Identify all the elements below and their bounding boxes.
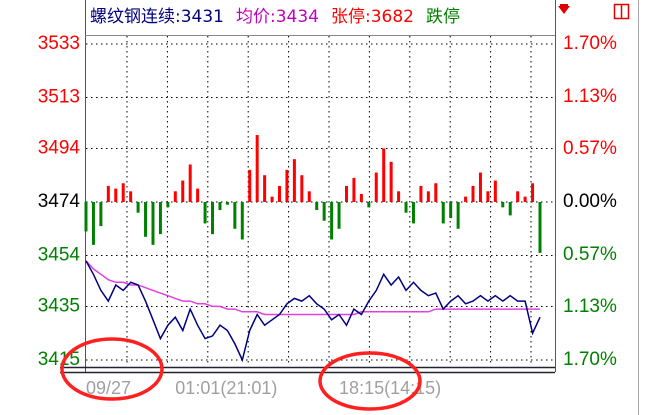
bar [196,188,200,202]
bar [493,180,497,202]
bar [240,202,244,240]
y-tick-label: 3494 [38,137,81,158]
bar [315,202,319,211]
bar [471,185,475,202]
bar [121,183,125,202]
bar [203,202,207,224]
bar [449,202,453,219]
bar [218,202,222,211]
bar [382,148,386,202]
bar [330,202,334,240]
y-tick-label: 3533 [38,33,80,54]
bar [486,191,490,202]
bar [173,191,177,202]
bar [248,169,252,202]
bar [136,202,140,213]
y2-tick-label: 1.13% [563,296,617,317]
bar [181,180,185,202]
bar [114,188,118,202]
line [85,260,541,363]
bar [411,202,415,224]
bar [359,193,363,202]
y2-tick-label: 0.57% [563,244,617,265]
bar [263,175,267,202]
x-tick-label: 09/27 [86,378,131,398]
x-tick-label: 01:01(21:01) [175,378,277,398]
bar [255,135,259,202]
bar [516,191,520,202]
bar [188,164,192,202]
bar [441,202,445,224]
bar [337,202,341,229]
bar [374,172,378,202]
bar [464,196,468,202]
bar [151,202,155,245]
y2-tick-label: 1.70% [563,349,617,370]
bar [501,202,505,208]
icon-bar [560,4,568,7]
bar [285,169,289,202]
bar [211,202,215,235]
bar [538,202,542,253]
y2-tick-label: 1.70% [563,33,617,54]
bar [166,202,170,208]
bar [300,175,304,202]
bar [352,177,356,202]
header-text: 均价:3434 [236,7,319,27]
bar [129,191,133,202]
bar [434,183,438,202]
header-text: 跌停 [426,7,460,27]
bar [531,183,535,202]
bar [307,191,311,202]
bar [158,202,162,235]
bar [389,161,393,202]
bar [278,185,282,202]
bar [84,202,88,232]
plot-area: 螺纹钢连续:3431 均价:3434 张停:3682 跌停 3533 3513 3494 34… [38,7,617,398]
bar [456,202,460,229]
bar [225,202,229,205]
bar [270,196,274,202]
highlight-circle [60,337,164,401]
bar [292,159,296,202]
y-tick-label: 3474 [38,191,81,212]
y2-tick-label: 0.00% [563,191,617,212]
frame [60,0,639,415]
bar [508,202,512,216]
bar [419,185,423,202]
bar [478,172,482,202]
y-tick-label: 3435 [38,295,80,316]
bar [233,202,237,229]
header-text: 螺纹钢连续:3431 [90,7,224,27]
y-tick-label: 3415 [38,349,80,370]
y2-tick-label: 0.57% [563,138,617,159]
bar [426,191,430,202]
x-tick-label: 18:15(14:15) [339,378,441,398]
bar [344,185,348,202]
down-arrow-icon[interactable] [558,6,570,14]
bar [144,202,148,237]
bar [99,202,103,227]
y-tick-label: 3513 [38,87,80,108]
line [85,260,540,316]
y2-tick-label: 1.13% [563,86,617,107]
bar [404,202,408,213]
highlight-circle [318,351,422,411]
bar [106,185,110,202]
bar [367,202,371,208]
bar [322,202,326,221]
bar [397,191,401,202]
header-text: 张停:3682 [331,7,414,27]
bar [91,202,95,245]
y-tick-label: 3454 [38,245,81,266]
bar [523,196,527,202]
